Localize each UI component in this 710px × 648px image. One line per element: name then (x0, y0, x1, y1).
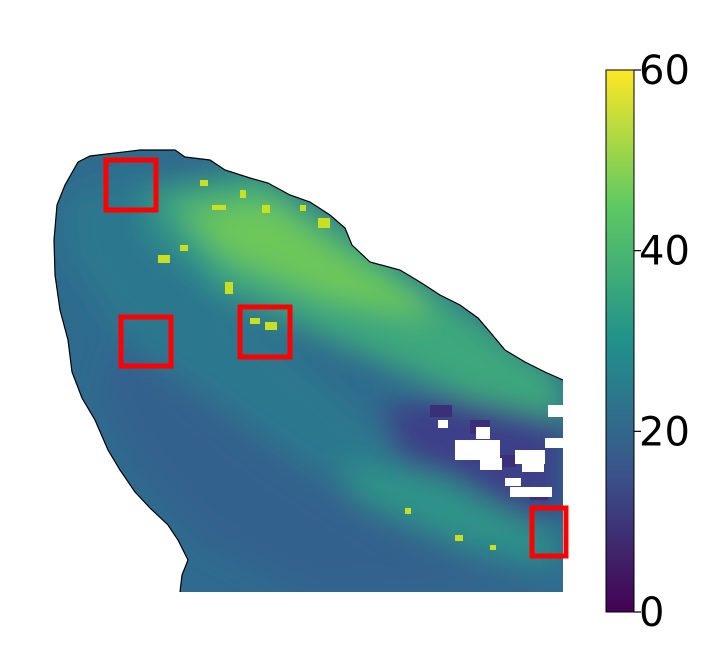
speckle (240, 190, 246, 198)
missing-patch (510, 487, 552, 497)
missing-patch (505, 478, 521, 486)
missing-patch (515, 450, 545, 464)
colorbar-gradient (605, 69, 635, 613)
highlight-boxes (103, 157, 569, 559)
speckle (405, 508, 411, 514)
missing-patch (545, 438, 563, 448)
colorbar: 0 20 40 60 (605, 48, 690, 636)
missing-patch (480, 458, 502, 470)
speckle (265, 322, 277, 330)
speckle (318, 218, 330, 228)
colorbar-tick-label: 20 (639, 409, 690, 455)
colorbar-tick-label: 40 (639, 229, 690, 275)
field-band-dark (100, 340, 563, 592)
speckle (158, 255, 170, 263)
missing-patch (455, 440, 500, 460)
colorbar-tick-label: 60 (639, 48, 690, 94)
highlight-box-3 (237, 304, 293, 360)
field-speckles (158, 180, 496, 550)
speckle (200, 180, 208, 186)
missing-patch (476, 427, 490, 439)
highlight-box-1 (103, 157, 159, 213)
missing-data (438, 405, 563, 497)
speckle (300, 205, 306, 211)
colorbar-ticks: 0 20 40 60 (634, 48, 690, 636)
speckle (455, 535, 463, 541)
field-band-bright (180, 200, 430, 320)
speckle (262, 205, 270, 213)
speckle (212, 205, 226, 210)
missing-patch (522, 462, 544, 472)
coastline (53, 149, 564, 593)
speckle (490, 545, 496, 550)
speckle (500, 455, 516, 467)
highlight-box-2 (118, 314, 174, 369)
highlight-box-4 (529, 505, 569, 559)
speckle (430, 405, 452, 417)
field-band-mid-green (340, 460, 560, 560)
speckle (225, 282, 233, 294)
speckle (250, 318, 260, 324)
speckle (180, 245, 188, 251)
missing-patch (438, 420, 448, 428)
missing-patch (548, 405, 563, 417)
colorbar-tick-label: 0 (639, 590, 664, 636)
